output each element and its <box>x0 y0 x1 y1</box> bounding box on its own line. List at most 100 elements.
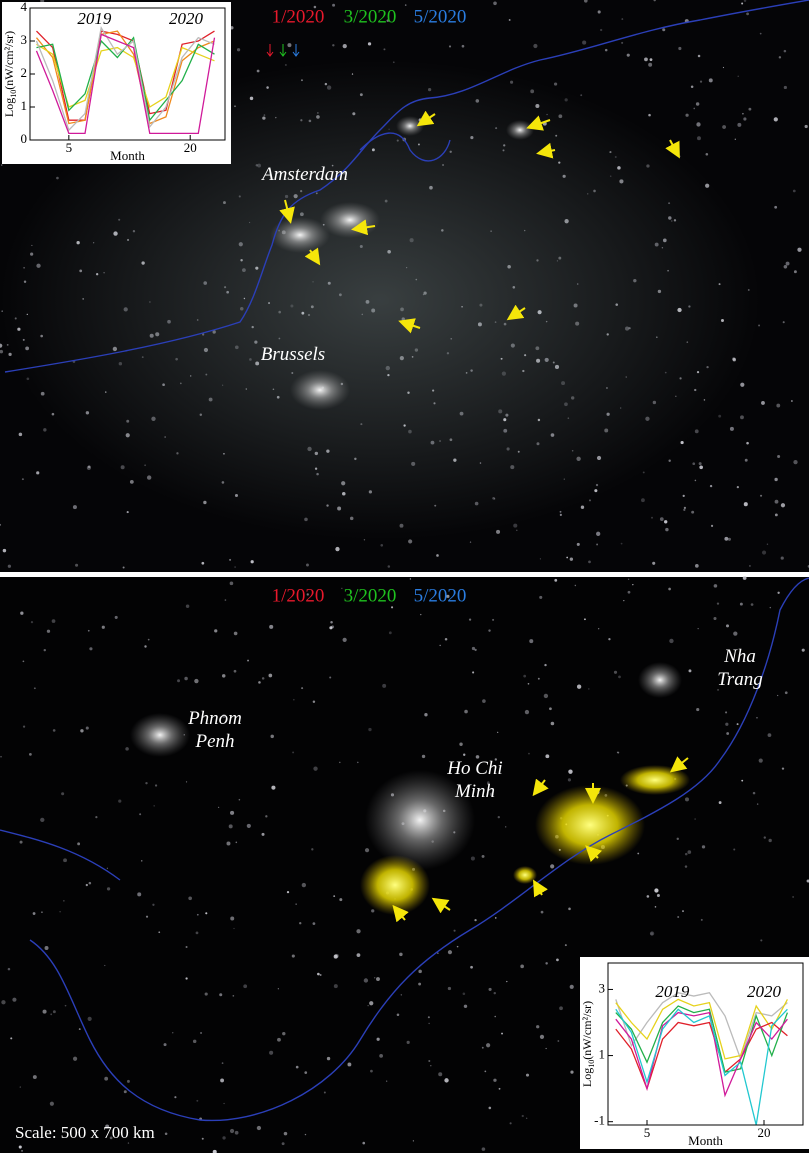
light-dot <box>774 499 779 504</box>
light-dot <box>204 992 208 996</box>
light-dot <box>30 620 34 624</box>
light-dot <box>221 1062 224 1065</box>
light-dot <box>220 1078 225 1083</box>
light-dot <box>77 842 81 846</box>
x-axis-label: Month <box>688 1133 723 1148</box>
light-dot <box>221 674 226 678</box>
city-label: Brussels <box>261 344 325 365</box>
light-dot <box>412 1140 414 1142</box>
light-dot <box>126 1079 130 1083</box>
light-dot <box>125 747 129 751</box>
light-dot <box>529 639 534 644</box>
y-tick-label: 1 <box>599 1047 606 1062</box>
light-dot <box>370 1069 373 1073</box>
light-dot <box>469 541 472 543</box>
light-dot <box>456 945 459 948</box>
light-dot <box>89 647 93 651</box>
light-dot <box>332 44 335 47</box>
light-dot <box>784 691 788 695</box>
light-dot <box>701 845 706 849</box>
light-dot <box>722 66 725 69</box>
light-dot <box>583 0 588 3</box>
light-dot <box>33 687 36 690</box>
light-dot <box>114 615 118 619</box>
light-dot <box>501 1032 503 1035</box>
light-dot <box>265 815 268 818</box>
light-dot <box>41 911 43 913</box>
light-dot <box>497 731 499 733</box>
light-dot <box>488 987 492 991</box>
light-dot <box>568 907 571 911</box>
light-dot <box>540 910 544 914</box>
light-dot <box>283 1131 288 1136</box>
light-dot <box>523 674 527 678</box>
light-dot <box>613 670 618 674</box>
light-dot <box>648 113 651 117</box>
light-dot <box>649 931 655 936</box>
light-dot <box>582 40 587 45</box>
light-dot <box>447 986 452 991</box>
light-dot <box>550 864 555 869</box>
light-dot <box>50 1013 53 1016</box>
light-dot <box>742 112 744 115</box>
light-dot <box>621 18 624 20</box>
light-dot <box>21 478 24 481</box>
light-dot <box>724 536 729 541</box>
y-tick-label: 2 <box>21 65 28 80</box>
light-dot <box>21 1150 23 1152</box>
light-dot <box>306 593 309 596</box>
y-tick-label: 0 <box>21 131 28 146</box>
light-dot <box>464 709 468 714</box>
x-tick-label: 20 <box>758 1125 771 1140</box>
light-dot <box>682 494 685 498</box>
y-tick-label: 3 <box>21 32 28 47</box>
light-dot <box>758 758 763 763</box>
light-dot <box>46 629 51 633</box>
light-dot <box>693 107 696 110</box>
light-dot <box>488 1106 492 1110</box>
light-dot <box>36 471 40 475</box>
light-dot <box>545 754 550 759</box>
light-dot <box>12 997 17 1002</box>
light-dot <box>777 591 780 594</box>
light-dot <box>685 113 689 117</box>
light-dot <box>420 613 422 616</box>
light-dot <box>201 1137 204 1140</box>
x-tick-label: 5 <box>66 140 73 155</box>
light-dot <box>472 671 475 674</box>
light-dot <box>436 554 439 557</box>
light-dot <box>708 78 713 83</box>
light-dot <box>489 792 494 797</box>
light-dot <box>2 548 7 553</box>
light-dot <box>737 122 742 127</box>
light-dot <box>780 556 784 560</box>
light-dot <box>105 1124 110 1129</box>
light-dot <box>306 563 309 567</box>
light-dot <box>277 988 279 990</box>
light-dot <box>295 903 297 905</box>
light-dot <box>654 906 657 908</box>
light-dot <box>756 716 758 719</box>
light-dot <box>697 136 701 141</box>
light-dot <box>569 557 574 561</box>
light-dot <box>342 637 347 642</box>
light-dot <box>774 205 778 209</box>
light-dot <box>369 1001 374 1006</box>
light-dot <box>269 1050 274 1055</box>
light-dot <box>697 54 701 58</box>
light-dot <box>126 511 129 514</box>
year-label: 2020 <box>169 9 204 28</box>
light-dot <box>154 784 158 787</box>
light-dot <box>539 1034 545 1039</box>
light-dot <box>556 958 559 962</box>
light-dot <box>380 543 384 547</box>
light-dot <box>282 1031 286 1036</box>
light-dot <box>59 911 61 913</box>
light-dot <box>694 479 697 482</box>
light-dot <box>87 465 91 469</box>
year-label: 2019 <box>77 9 112 28</box>
light-dot <box>95 815 98 819</box>
light-dot <box>19 840 23 844</box>
light-dot <box>688 669 692 673</box>
y-tick-label: -1 <box>594 1113 605 1128</box>
